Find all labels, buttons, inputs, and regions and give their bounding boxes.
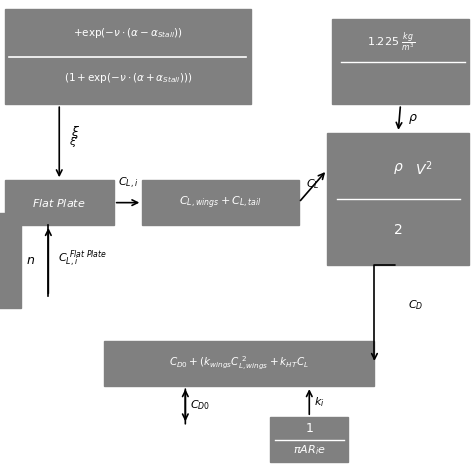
Text: $C_D$: $C_D$ [408, 298, 423, 312]
Text: $C_{L,wings} + C_{L,tail}$: $C_{L,wings} + C_{L,tail}$ [179, 194, 262, 211]
Text: $1.225\ \frac{kg}{m^3}$: $1.225\ \frac{kg}{m^3}$ [367, 31, 415, 55]
Text: $k_i$: $k_i$ [314, 395, 325, 409]
Text: $C_{L,i}$: $C_{L,i}$ [118, 176, 138, 191]
Text: $V^2$: $V^2$ [415, 159, 433, 178]
Text: $\rho$: $\rho$ [408, 111, 418, 126]
Text: $\xi$: $\xi$ [69, 135, 78, 149]
FancyBboxPatch shape [104, 341, 374, 386]
FancyBboxPatch shape [142, 180, 299, 225]
Text: $2$: $2$ [393, 223, 403, 237]
FancyBboxPatch shape [5, 180, 114, 225]
Text: $\pi A R_i e$: $\pi A R_i e$ [293, 443, 326, 457]
Text: $n$: $n$ [26, 254, 35, 267]
FancyBboxPatch shape [332, 19, 469, 104]
Text: $C_{D0}$: $C_{D0}$ [190, 398, 210, 412]
Text: $\it{Flat\ Plate}$: $\it{Flat\ Plate}$ [32, 197, 86, 209]
Text: $\xi$: $\xi$ [71, 124, 80, 141]
FancyBboxPatch shape [270, 417, 348, 462]
FancyBboxPatch shape [5, 9, 251, 104]
Text: $\rho$: $\rho$ [393, 161, 403, 176]
FancyBboxPatch shape [327, 133, 469, 265]
Text: $(1 + \exp(-\nu \cdot (\alpha + \alpha_{Stall})))$: $(1 + \exp(-\nu \cdot (\alpha + \alpha_{… [64, 71, 192, 85]
FancyBboxPatch shape [0, 213, 21, 308]
Text: $C_L$: $C_L$ [306, 177, 319, 191]
Text: $C_{L,i}^{\ Flat\ Plate}$: $C_{L,i}^{\ Flat\ Plate}$ [58, 248, 107, 269]
Text: $1$: $1$ [305, 422, 314, 435]
Text: $C_{D0} + (k_{wings}C_{L,wings}^{\ 2} + k_{HT}C_L$: $C_{D0} + (k_{wings}C_{L,wings}^{\ 2} + … [169, 355, 310, 373]
Text: $+ \exp(-\nu \cdot (\alpha - \alpha_{Stall}))$: $+ \exp(-\nu \cdot (\alpha - \alpha_{Sta… [73, 26, 183, 40]
